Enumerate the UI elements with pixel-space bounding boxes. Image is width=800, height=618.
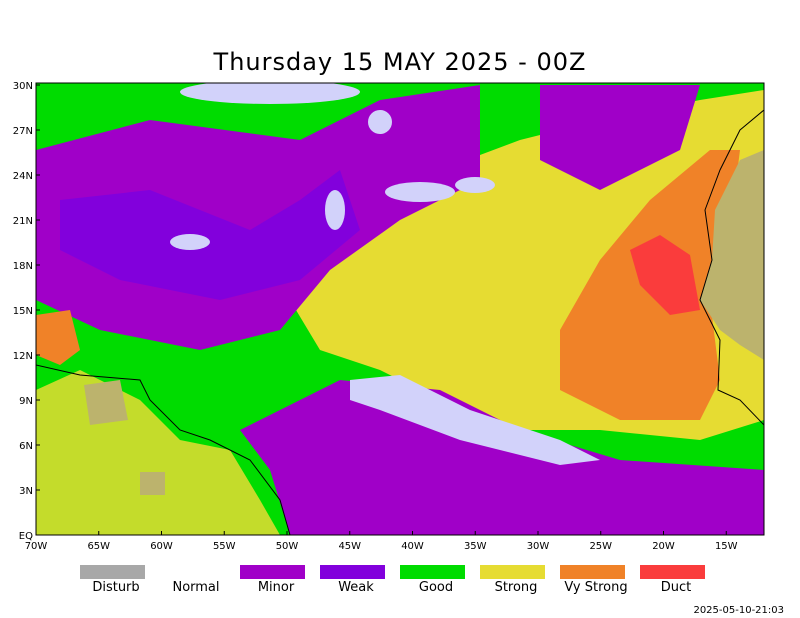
field-minor [540, 85, 700, 190]
legend-label: Strong [495, 580, 538, 595]
lat-label: 12N [13, 351, 33, 362]
field-duct [630, 235, 700, 315]
lon-label: 55W [213, 541, 236, 552]
lat-label: 30N [13, 81, 33, 92]
lon-label: 35W [464, 541, 487, 552]
field-weak [60, 170, 360, 300]
legend-swatch [160, 565, 225, 579]
land-south-america [140, 472, 165, 495]
lat-label: 27N [13, 126, 33, 137]
lon-label: 45W [338, 541, 361, 552]
lon-label: 20W [652, 541, 675, 552]
lon-label: 60W [150, 541, 173, 552]
legend-label: Good [419, 580, 453, 595]
lon-label: 50W [276, 541, 299, 552]
lat-label: 3N [19, 486, 33, 497]
field-normal [350, 375, 600, 465]
legend-swatch [80, 565, 145, 579]
land-south-america [84, 380, 128, 425]
legend-swatch [240, 565, 305, 579]
lon-label: 15W [715, 541, 738, 552]
legend-swatch [640, 565, 705, 579]
field-vy-strong [36, 310, 80, 365]
field-normal [325, 190, 345, 230]
lon-label: 30W [527, 541, 550, 552]
map-field [36, 83, 764, 535]
timestamp: 2025-05-10-21:03 [693, 605, 784, 616]
legend-swatch [560, 565, 625, 579]
legend-label: Normal [172, 580, 219, 595]
field-normal [368, 110, 392, 134]
legend-label: Weak [338, 580, 374, 595]
field-normal [170, 234, 210, 250]
legend: Disturb Normal Minor Weak Good Strong Vy Stron… [80, 565, 705, 595]
field-minor [240, 380, 764, 535]
lat-label: 18N [13, 261, 33, 272]
lon-label: 40W [401, 541, 424, 552]
map-frame [35, 82, 765, 536]
field-normal [180, 83, 360, 104]
legend-label: Duct [661, 580, 692, 595]
lat-label: 9N [19, 396, 33, 407]
map-title: Thursday 15 MAY 2025 - 00Z [213, 48, 587, 76]
lon-label: 70W [25, 541, 48, 552]
legend-label: Vy Strong [564, 580, 627, 595]
land-africa [700, 150, 764, 360]
coastline [699, 109, 764, 426]
legend-swatch [400, 565, 465, 579]
field-normal [455, 177, 495, 193]
lat-label: 24N [13, 171, 33, 182]
lon-label: 65W [87, 541, 110, 552]
legend-swatch [480, 565, 545, 579]
legend-label: Minor [258, 580, 295, 595]
lat-label: 15N [13, 306, 33, 317]
lat-label: EQ [19, 531, 33, 542]
lon-label: 25W [589, 541, 612, 552]
coastline [36, 364, 291, 535]
lat-label: 6N [19, 441, 33, 452]
field-normal [385, 182, 455, 202]
lat-label: 21N [13, 216, 33, 227]
legend-swatch [320, 565, 385, 579]
legend-label: Disturb [92, 580, 139, 595]
